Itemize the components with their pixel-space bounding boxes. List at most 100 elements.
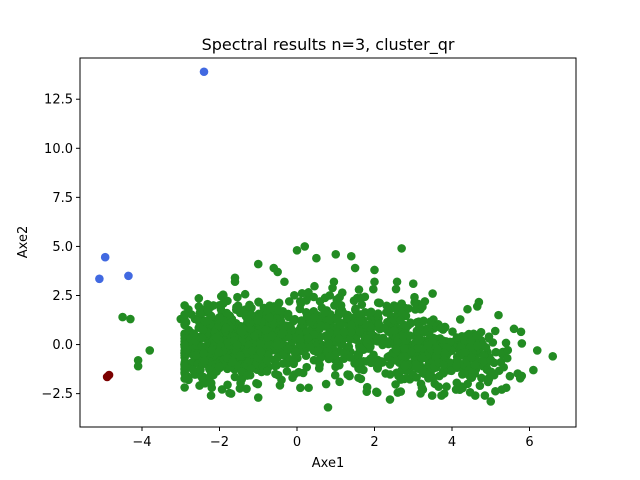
cloud-point [314,364,324,373]
cloud-point [374,359,384,369]
cloud-point [397,299,406,308]
data-point-s0-20 [428,289,437,298]
cloud-point [451,385,461,394]
cloud-point [342,314,352,323]
cloud-point [392,277,402,287]
cloud-point [442,382,451,391]
x-axis: −4 −2 0 2 4 6 [132,427,534,450]
cloud-point [350,359,359,368]
cloud-point [262,356,272,365]
y-tick-label: −2.5 [41,387,73,402]
chart-title: Spectral results n=3, cluster_qr [202,35,455,55]
cloud-point [480,391,490,400]
cloud-point [502,353,512,363]
cloud-point [325,291,335,300]
cloud-point [458,383,467,393]
cloud-point [233,301,243,311]
cloud-point [245,301,254,311]
cloud-point [180,374,189,383]
cloud-point [369,284,378,294]
cloud-point [410,292,419,302]
cloud-point [405,331,415,340]
cloud-point [413,344,423,353]
data-point-s0-35 [486,397,496,406]
cloud-point [434,382,443,391]
cloud-point [396,315,405,325]
data-point-s0-64 [284,297,294,306]
data-point-s0-3 [133,355,143,365]
cloud-point [180,340,189,349]
cloud-point [332,314,342,324]
cloud-point [289,356,299,366]
cloud-point [188,365,198,375]
cloud-point [225,388,234,398]
cloud-point [214,347,223,357]
x-tick-label: 6 [525,435,533,450]
cloud-point [400,361,410,371]
cloud-point [399,332,408,341]
data-point-s0-16 [346,251,356,261]
cloud-point [401,321,411,331]
cloud-point [328,283,337,293]
cloud-point [406,347,416,357]
cloud-point [196,365,205,375]
cloud-point [278,359,288,368]
points-layer [95,67,558,412]
cloud-point [385,360,395,369]
cloud-point [366,342,375,352]
data-point-s0-17 [370,265,379,275]
cloud-point [343,370,352,379]
cloud-point [302,362,312,372]
cloud-point [323,338,333,348]
y-tick-label: 5.0 [52,240,73,255]
cloud-point [373,298,383,307]
cloud-point [325,352,335,361]
cloud-point [187,310,196,319]
data-point-s0-4 [133,361,143,371]
cloud-point [516,327,526,337]
cloud-point [357,300,367,309]
cloud-point [459,332,468,342]
cloud-point [301,351,311,361]
cloud-point [452,333,462,342]
cloud-point [255,339,265,349]
cloud-point [499,362,509,372]
cloud-point [279,322,288,332]
cloud-point [280,277,289,287]
cloud-point [355,327,364,337]
cloud-point [466,336,476,345]
cloud-point [243,315,252,324]
cloud-point [297,289,307,298]
y-tick-label: 2.5 [52,289,73,304]
cloud-point [486,355,496,365]
cloud-point [415,322,424,331]
cloud-point [290,291,299,300]
cloud-point [479,356,489,366]
cloud-point [460,348,470,357]
data-point-s0-2 [145,346,155,355]
data-point-s0-9 [253,259,263,269]
cloud-point [356,374,366,384]
cloud-point [374,319,384,328]
cloud-point [491,386,500,396]
cloud-point [189,329,199,338]
cloud-point [254,298,264,307]
cloud-point [297,316,306,325]
cloud-point [391,344,401,354]
cloud-point [233,292,242,302]
cloud-point [417,353,427,363]
cloud-point [256,347,266,357]
cloud-point [389,326,399,335]
data-point-s0-42 [509,324,519,334]
data-point-s0-38 [529,365,538,375]
cloud-point [199,348,209,358]
cloud-point [242,371,252,380]
cloud-point [230,372,240,382]
cloud-point [305,343,315,352]
cloud-point [484,374,494,384]
cloud-point [391,284,401,294]
cloud-point [470,360,480,370]
cloud-point [501,338,511,348]
cloud-point [505,371,515,381]
